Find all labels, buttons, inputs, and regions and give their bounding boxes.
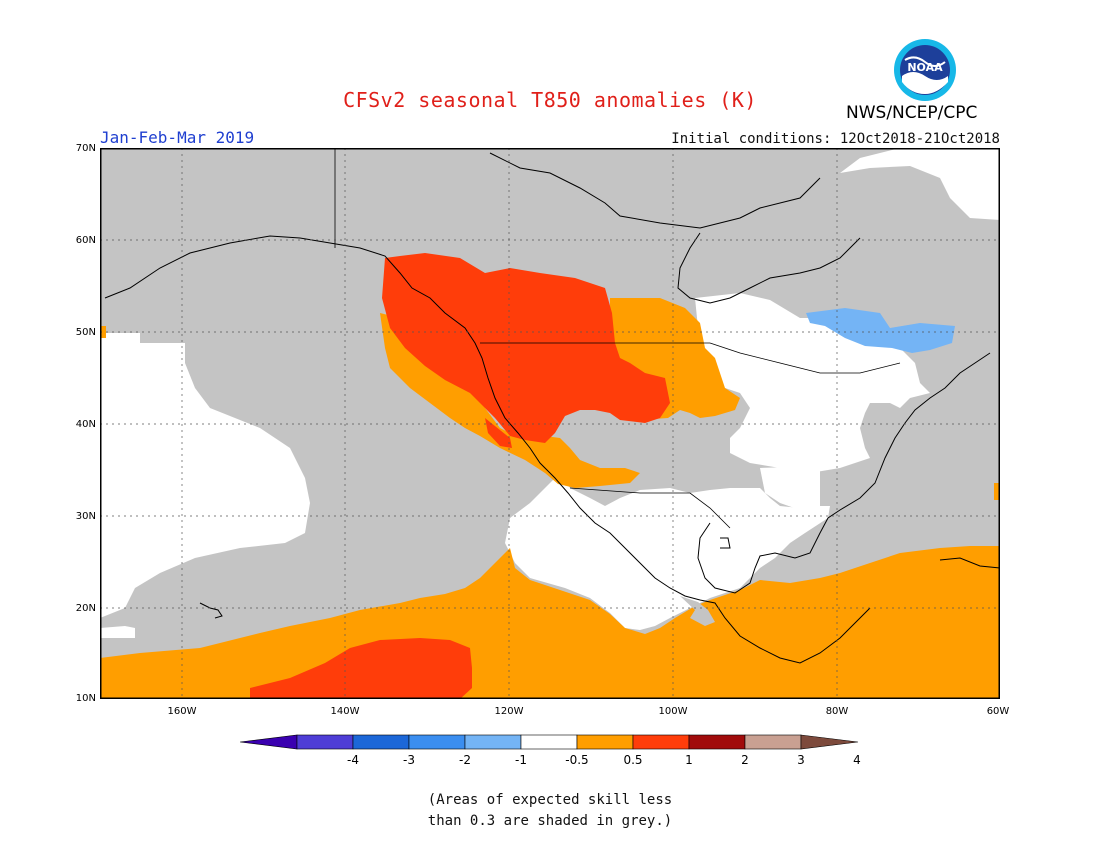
mexico-white-region [505,473,830,630]
lon-label-60w: 60W [986,706,1010,717]
eastern-us-white-region [695,293,930,473]
colorbar-cell [632,734,690,750]
colorbar-tick-label: -4 [347,753,359,767]
tropical-orange-region [100,546,1000,699]
colorbar-tick-label: 2 [741,753,749,767]
lat-label-60n: 60N [75,235,96,246]
colorbar-cell [464,734,522,750]
lat-label-10n: 10N [75,693,96,704]
svg-text:NOAA: NOAA [907,61,943,74]
lat-label-30n: 30N [75,511,96,522]
northwest-red-spot [485,418,512,448]
colorbar-cell [520,734,578,750]
colorbar-low-arrow [240,734,298,750]
political-borders [334,148,901,529]
colorbar [240,734,859,750]
lat-label-40n: 40N [75,419,96,430]
colorbar-tick-label: 0.5 [623,753,643,767]
map-frame [100,148,1000,699]
initial-conditions-label: Initial conditions: 12Oct2018-21Oct2018 [671,131,1000,147]
chart-title: CFSv2 seasonal T850 anomalies (K) [343,88,757,112]
anomaly-map [100,148,1000,699]
lon-label-160w: 160W [167,706,197,717]
colorbar-cell [576,734,634,750]
coastlines [104,152,1000,664]
colorbar-cell [688,734,746,750]
noaa-logo: NOAA [894,39,956,101]
pacific-white-region [100,333,310,618]
southeast-white-region [760,466,820,510]
organization-label: NWS/NCEP/CPC [846,103,978,123]
colorbar-cell [744,734,802,750]
skill-note-line-1: (Areas of expected skill less [427,792,673,808]
colorbar-tick-label: 3 [797,753,805,767]
colorbar-cell [296,734,354,750]
pacific-white-south [100,626,135,638]
tropical-red-region [250,638,472,699]
lat-label-20n: 20N [75,603,96,614]
colorbar-cell [352,734,410,750]
lon-label-120w: 120W [494,706,524,717]
season-label: Jan-Feb-Mar 2019 [100,128,255,147]
northwest-orange-region [380,313,640,488]
colorbar-tick-label: -0.5 [565,753,589,767]
arctic-white-region [840,148,1000,220]
lat-label-50n: 50N [75,327,96,338]
colorbar-tick-label: -2 [459,753,471,767]
lon-label-140w: 140W [330,706,360,717]
lon-label-100w: 100W [658,706,688,717]
northwest-red-region [382,253,670,443]
caribbean-land-grey [680,596,715,626]
colorbar-cell [408,734,466,750]
lon-label-80w: 80W [825,706,849,717]
colorbar-tick-label: -1 [515,753,527,767]
canada-blue-region [806,308,955,353]
colorbar-high-arrow [800,734,859,750]
colorbar-tick-label: 1 [685,753,693,767]
colorbar-tick-label: 4 [853,753,861,767]
lat-lon-grid [100,148,1000,699]
colorbar-tick-label: -3 [403,753,415,767]
lat-label-70n: 70N [75,143,96,154]
skill-note-line-2: than 0.3 are shaded in grey.) [427,813,673,829]
